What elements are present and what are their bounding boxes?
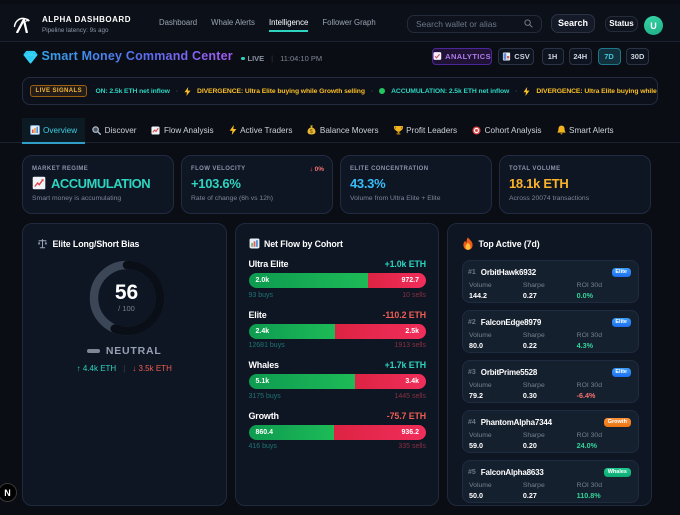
svg-text:$: $ (310, 129, 313, 135)
